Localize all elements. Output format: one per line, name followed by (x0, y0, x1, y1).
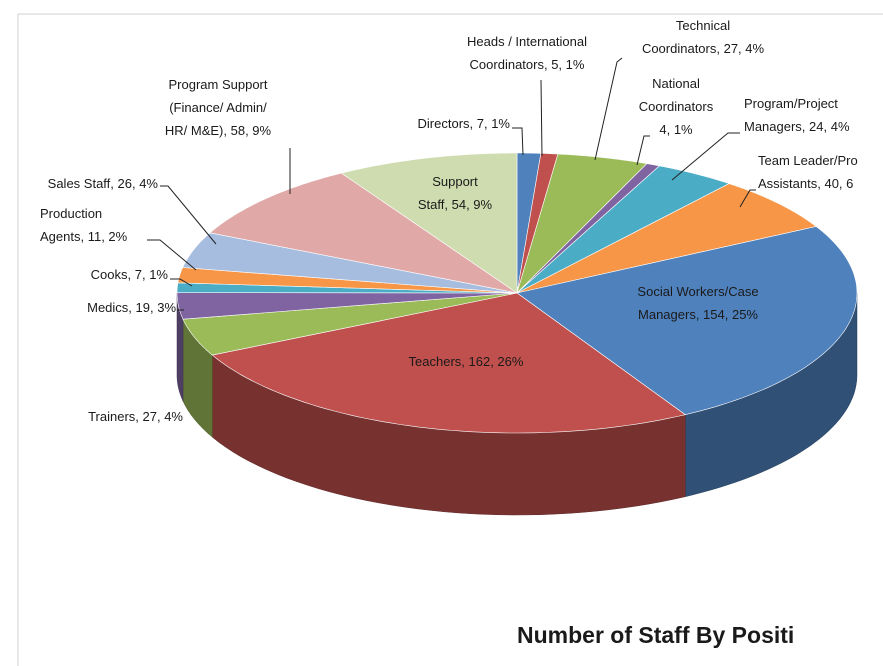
data-label: Directors, 7, 1% (418, 116, 511, 131)
slice (209, 172, 518, 294)
data-label: Teachers, 162, 26% (409, 354, 524, 369)
data-label: Cooks, 7, 1% (91, 267, 169, 282)
data-label: Production Agents, 11, 2% (40, 206, 128, 244)
slice (340, 152, 518, 294)
slice (516, 163, 660, 294)
leader-line (170, 278, 193, 287)
slice (516, 165, 730, 294)
slice (516, 226, 858, 416)
slice (211, 292, 687, 434)
slice (182, 292, 518, 356)
data-label: Program/Project Managers, 24, 4% (744, 96, 850, 134)
data-label: Trainers, 27, 4% (88, 409, 183, 424)
data-label: Heads / International Coordinators, 5, 1% (467, 34, 587, 72)
data-label: Technical Coordinators, 27, 4% (642, 18, 765, 56)
chart-title: Number of Staff By Positi (517, 622, 794, 648)
slice (516, 153, 648, 294)
leader-line (512, 127, 524, 156)
slice (176, 292, 518, 320)
leader-line (636, 135, 650, 166)
data-label: Medics, 19, 3% (87, 300, 176, 315)
data-label: Team Leader/Pro Assistants, 40, 6 (758, 153, 858, 191)
data-label: Social Workers/Case Managers, 154, 25% (637, 284, 758, 322)
leader-line (594, 57, 623, 161)
leader-line (739, 189, 756, 208)
leader-line (147, 239, 197, 271)
data-label: Support Staff, 54, 9% (418, 174, 493, 212)
data-label: Program Support (Finance/ Admin/HR/ M&E),… (165, 77, 272, 138)
leader-line (540, 79, 543, 157)
leader-line (160, 185, 217, 245)
leader-line (671, 132, 740, 181)
data-label: Sales Staff, 26, 4% (48, 176, 159, 191)
data-label: National Coordinators 4, 1% (639, 76, 714, 137)
slice (516, 183, 817, 294)
